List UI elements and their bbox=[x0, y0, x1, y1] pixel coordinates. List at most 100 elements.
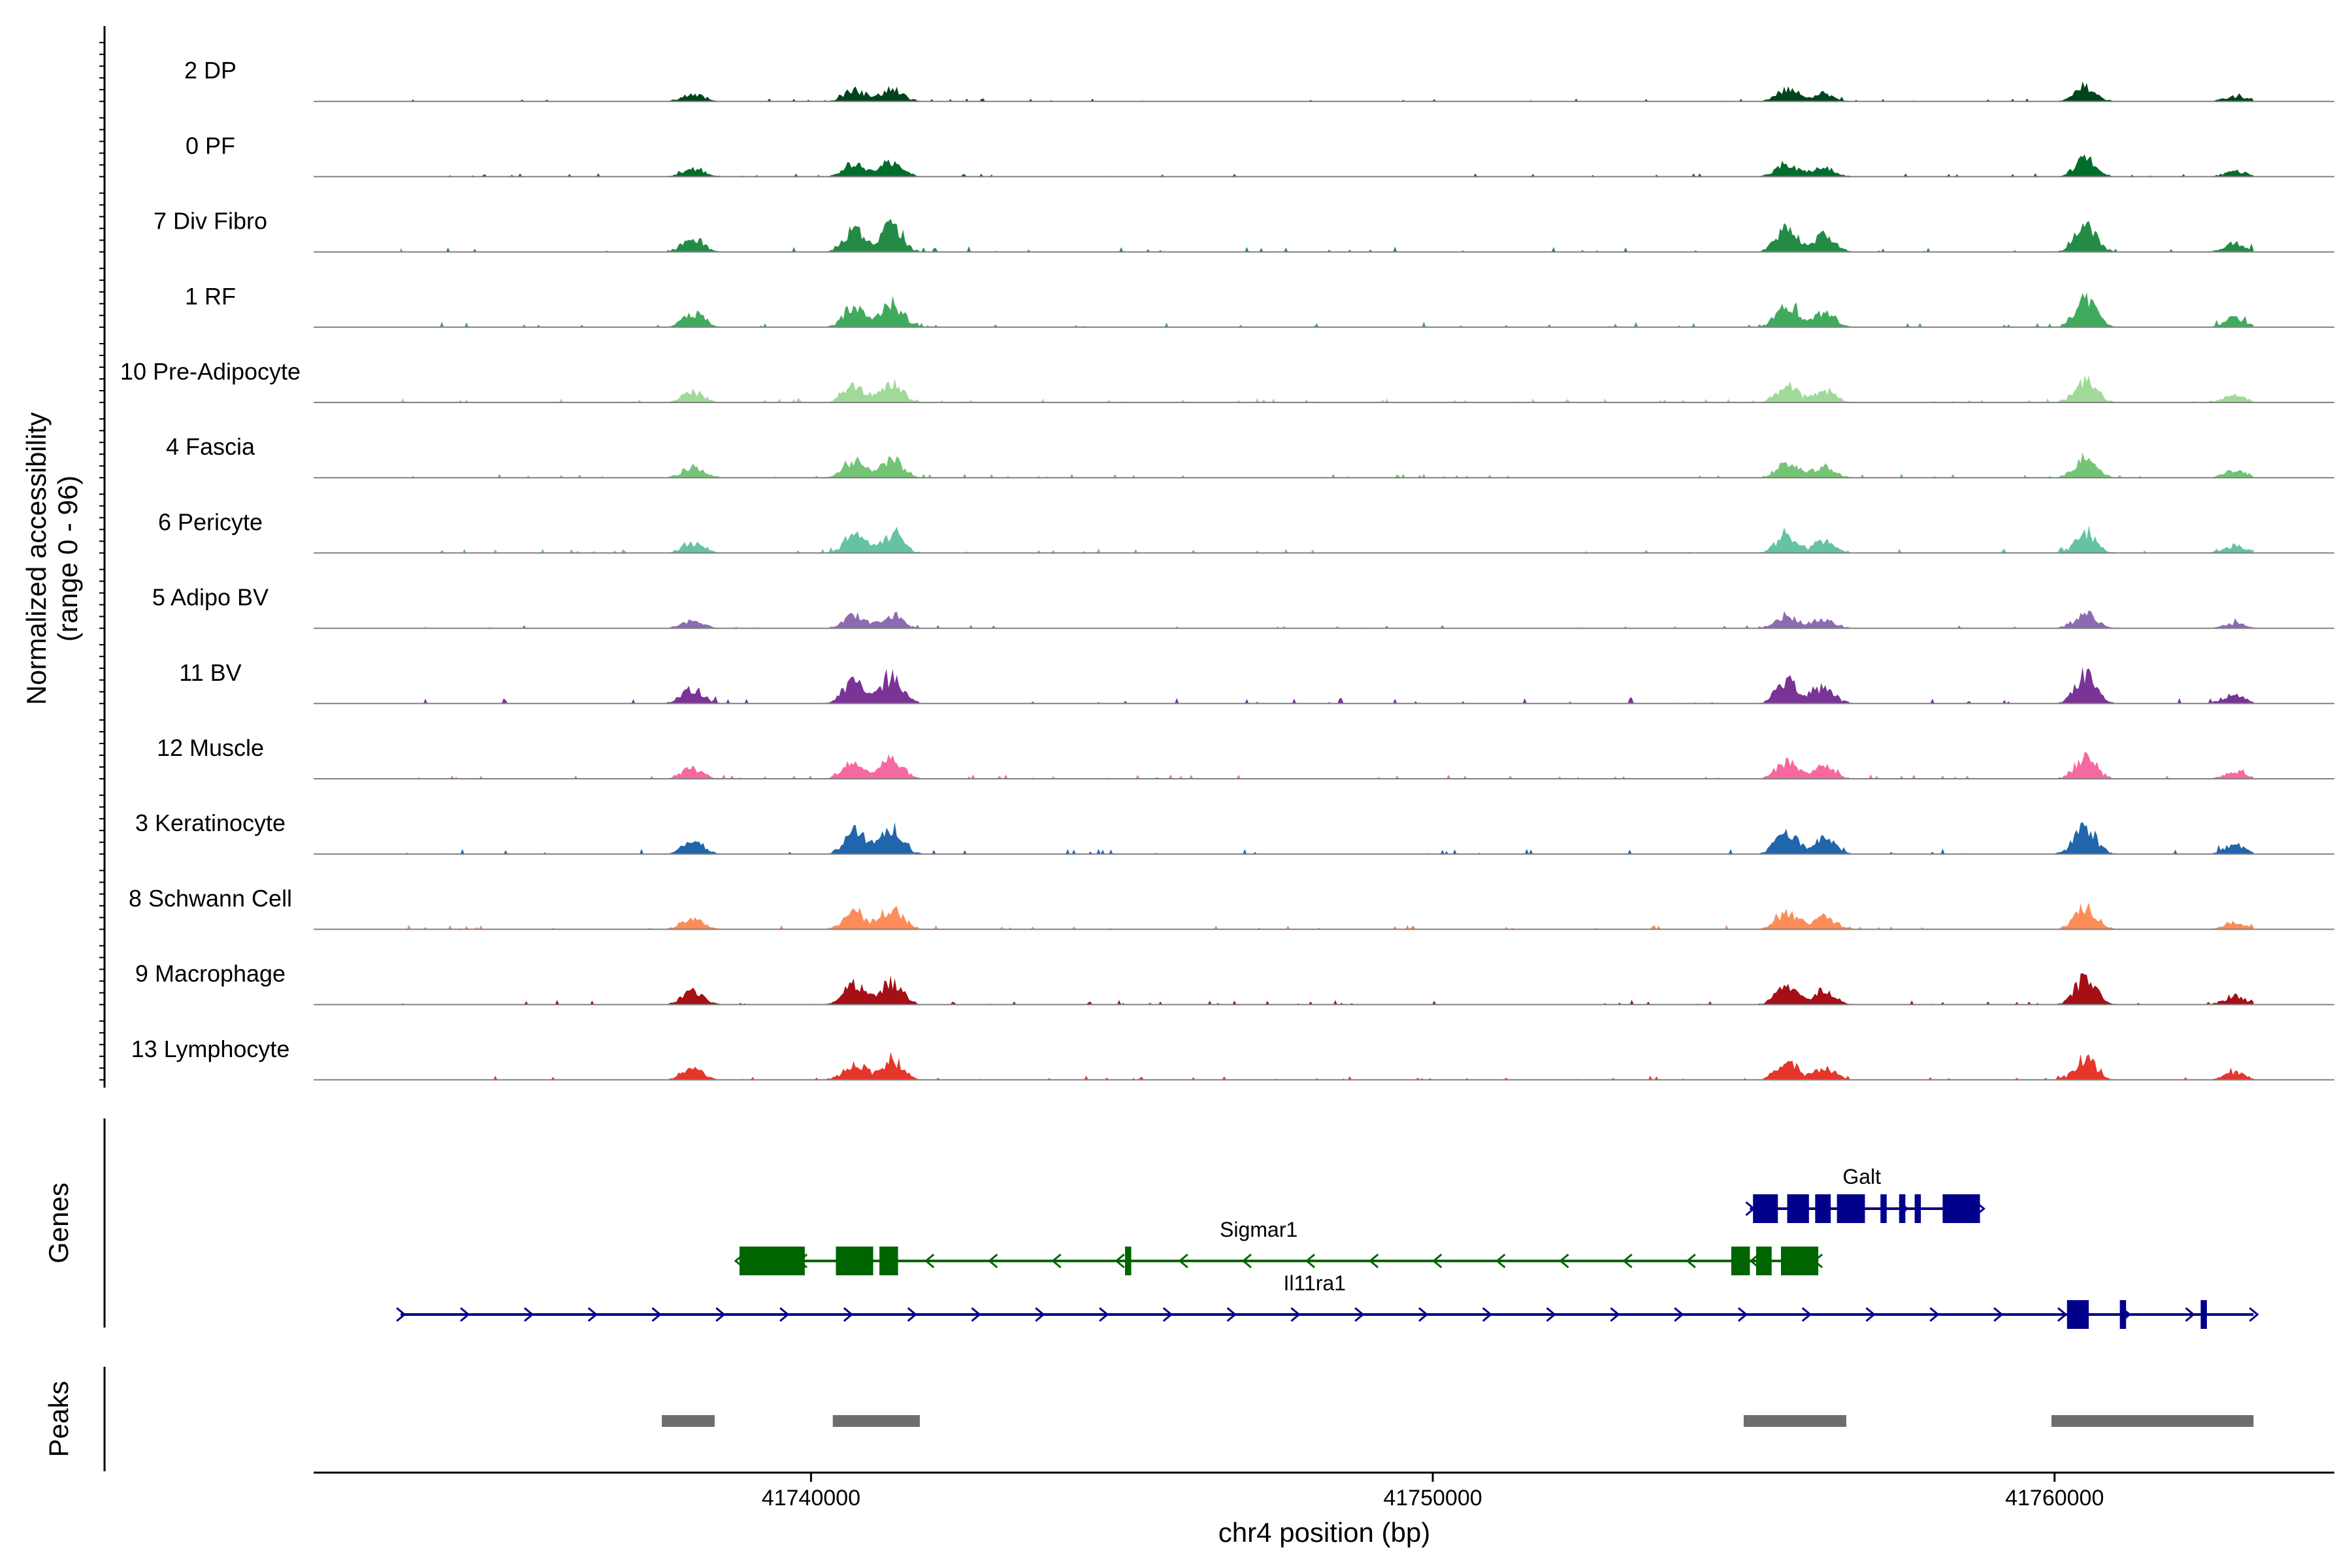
strand-arrow bbox=[1993, 1307, 2004, 1322]
coverage-area bbox=[400, 81, 2254, 102]
peak-track bbox=[661, 1415, 2254, 1427]
strand-arrow bbox=[1115, 1253, 1125, 1269]
track-4-fascia bbox=[314, 452, 2334, 479]
gene-exon bbox=[836, 1247, 874, 1275]
strand-arrow bbox=[2249, 1307, 2259, 1322]
strand-arrow bbox=[396, 1307, 406, 1322]
coverage-area bbox=[400, 973, 2254, 1005]
genes-axis-label: Genes bbox=[43, 1183, 74, 1264]
gene-exon bbox=[1899, 1194, 1906, 1223]
coverage-area bbox=[400, 154, 2254, 177]
track-6-pericyte bbox=[314, 525, 2334, 554]
strand-arrow bbox=[907, 1307, 917, 1322]
track-7-div-fibro bbox=[314, 218, 2334, 253]
track-label: 7 Div Fibro bbox=[154, 208, 267, 235]
coverage-area bbox=[400, 666, 2254, 704]
track-label: 6 Pericyte bbox=[158, 508, 263, 535]
gene-track: Galt Sigmar1 Il11ra1 bbox=[396, 1165, 2259, 1329]
x-tick-label: 41760000 bbox=[2005, 1486, 2104, 1511]
track-10-pre-adipocyte bbox=[314, 374, 2334, 403]
strand-arrow bbox=[779, 1307, 790, 1322]
strand-arrow bbox=[1368, 1253, 1379, 1269]
gene-sigmar1: Sigmar1 bbox=[734, 1218, 1823, 1275]
gene-exon bbox=[1914, 1194, 1921, 1223]
y-axis-label: Normalized accessibility bbox=[21, 412, 52, 705]
strand-arrow bbox=[1418, 1307, 1429, 1322]
track-label: 5 Adipo BV bbox=[152, 584, 269, 611]
strand-arrow bbox=[1354, 1307, 1365, 1322]
strand-arrow bbox=[843, 1307, 854, 1322]
track-2-dp bbox=[314, 81, 2334, 103]
track-13-lymphocyte bbox=[314, 1052, 2334, 1081]
strand-arrow bbox=[2185, 1307, 2195, 1322]
coverage-tracks bbox=[314, 81, 2334, 1081]
strand-arrow bbox=[1686, 1253, 1696, 1269]
track-label: 1 RF bbox=[185, 283, 236, 310]
coverage-area bbox=[400, 452, 2254, 478]
gene-exon bbox=[2066, 1300, 2089, 1329]
strand-arrow bbox=[1290, 1307, 1301, 1322]
track-label: 0 PF bbox=[186, 132, 235, 159]
strand-arrow bbox=[1622, 1253, 1633, 1269]
coverage-area bbox=[400, 292, 2254, 327]
gene-exon bbox=[1837, 1194, 1865, 1223]
strand-arrow bbox=[1051, 1253, 1062, 1269]
track-label: 2 DP bbox=[184, 57, 237, 84]
gene-exon bbox=[879, 1247, 898, 1275]
strand-arrow bbox=[1099, 1307, 1109, 1322]
strand-arrow bbox=[1035, 1307, 1045, 1322]
track-0-pf bbox=[314, 154, 2334, 178]
track-12-muscle bbox=[314, 751, 2334, 779]
x-tick-label: 41750000 bbox=[1383, 1486, 1482, 1511]
gene-exon bbox=[2200, 1300, 2207, 1329]
strand-arrow bbox=[1178, 1253, 1188, 1269]
track-label: 4 Fascia bbox=[166, 433, 255, 460]
gene-label: Sigmar1 bbox=[1220, 1218, 1298, 1241]
track-5-adipo-bv bbox=[314, 610, 2334, 629]
track-label: 10 Pre-Adipocyte bbox=[120, 358, 301, 385]
gene-exon bbox=[1815, 1194, 1831, 1223]
strand-arrow bbox=[1610, 1307, 1620, 1322]
gene-label: Il11ra1 bbox=[1283, 1271, 1345, 1295]
y-axis-range-label: (range 0 - 96) bbox=[52, 476, 83, 642]
strand-arrow bbox=[715, 1307, 726, 1322]
strand-arrow bbox=[1305, 1253, 1316, 1269]
track-8-schwann-cell bbox=[314, 902, 2334, 930]
peak-region bbox=[2051, 1415, 2254, 1427]
x-axis: 41740000 41750000 41760000 bbox=[314, 1471, 2334, 1511]
peak-region bbox=[661, 1415, 715, 1427]
track-label: 3 Keratinocyte bbox=[135, 809, 286, 836]
coverage-area bbox=[400, 374, 2254, 402]
coverage-area bbox=[400, 525, 2254, 553]
coverage-area bbox=[400, 218, 2254, 252]
strand-arrow bbox=[924, 1253, 935, 1269]
gene-exon bbox=[1756, 1247, 1772, 1275]
gene-exon bbox=[1124, 1247, 1132, 1275]
track-label: 9 Macrophage bbox=[135, 960, 286, 987]
gene-exon bbox=[1753, 1194, 1778, 1223]
track-label: 8 Schwann Cell bbox=[129, 885, 292, 911]
track-labels: 2 DP 0 PF 7 Div Fibro 1 RF 10 Pre-Adipocyte 4… bbox=[120, 57, 301, 1062]
x-tick-label: 41740000 bbox=[762, 1486, 860, 1511]
strand-arrow bbox=[1737, 1307, 1748, 1322]
strand-arrow bbox=[988, 1253, 998, 1269]
strand-arrow bbox=[1226, 1307, 1237, 1322]
track-11-bv bbox=[314, 666, 2334, 704]
peak-region bbox=[832, 1415, 920, 1427]
gene-exon bbox=[739, 1247, 805, 1275]
gene-il11ra1: Il11ra1 bbox=[396, 1271, 2259, 1329]
strand-arrow bbox=[1482, 1307, 1493, 1322]
gene-label: Galt bbox=[1842, 1165, 1881, 1188]
strand-arrow bbox=[1929, 1307, 1940, 1322]
strand-arrow bbox=[651, 1307, 662, 1322]
strand-arrow bbox=[1546, 1307, 1556, 1322]
strand-arrow bbox=[1162, 1307, 1173, 1322]
strand-arrow bbox=[1674, 1307, 1684, 1322]
strand-arrow bbox=[523, 1307, 534, 1322]
strand-arrow bbox=[587, 1307, 598, 1322]
strand-arrow bbox=[2057, 1307, 2068, 1322]
track-9-macrophage bbox=[314, 973, 2334, 1005]
track-3-keratinocyte bbox=[314, 822, 2334, 855]
gene-exon bbox=[1880, 1194, 1887, 1223]
